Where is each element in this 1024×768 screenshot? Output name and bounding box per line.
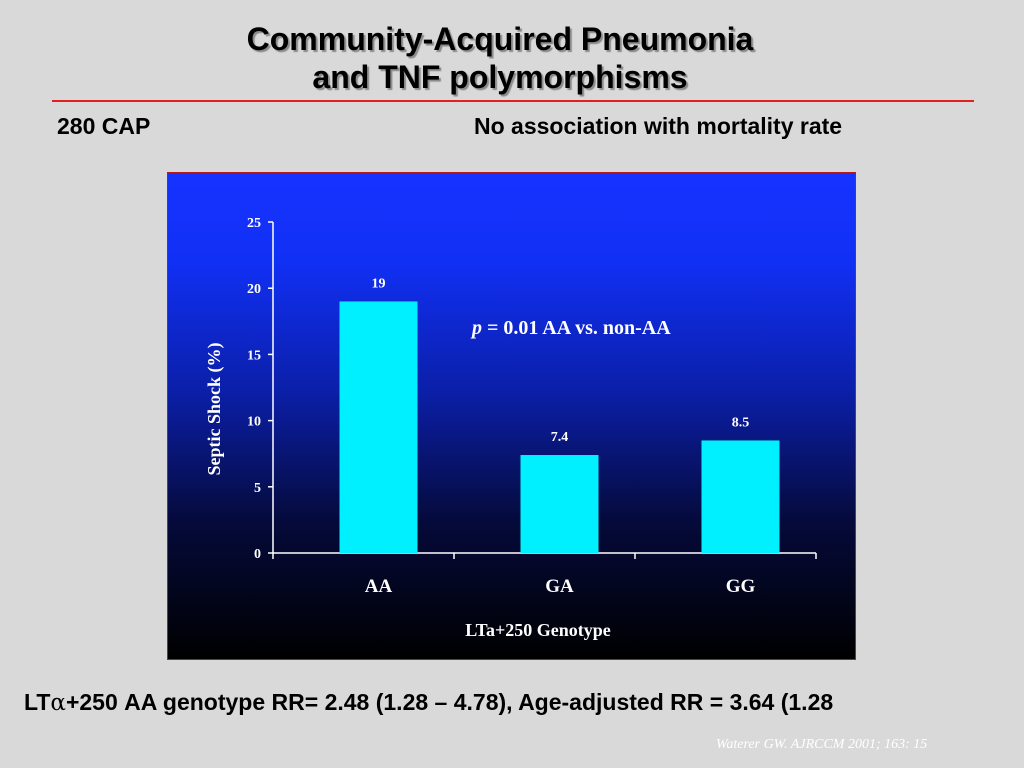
y-tick-label: 15 bbox=[247, 348, 261, 363]
y-tick-label: 25 bbox=[247, 216, 261, 231]
x-tick-label-ga: GA bbox=[545, 576, 574, 597]
x-axis-label: LTa+250 Genotype bbox=[465, 620, 610, 640]
title-line-2: and TNF polymorphisms bbox=[312, 59, 688, 95]
annotation-text: = 0.01 AA vs. non-AA bbox=[482, 317, 671, 339]
title-line-1: Community-Acquired Pneumonia bbox=[246, 21, 754, 57]
y-tick-label: 5 bbox=[254, 481, 261, 496]
y-tick-label: 10 bbox=[247, 415, 261, 430]
x-tick-label-gg: GG bbox=[726, 576, 756, 597]
alpha-symbol: α bbox=[50, 690, 66, 716]
footer-text: +250 AA genotype RR= 2.48 (1.28 – 4.78),… bbox=[65, 689, 834, 715]
data-label-aa: 19 bbox=[372, 276, 386, 291]
y-tick-label: 20 bbox=[247, 282, 261, 297]
footer-prefix: LT bbox=[24, 689, 51, 715]
subtitle-right: No association with mortality rate bbox=[474, 113, 843, 139]
bar-gg bbox=[701, 440, 780, 553]
footer-statement: LTα+250 AA genotype RR= 2.48 (1.28 – 4.7… bbox=[24, 689, 833, 716]
slide-title: Community-Acquired Pneumonia and TNF pol… bbox=[0, 20, 1000, 96]
annotation-p: p bbox=[470, 317, 482, 339]
title-divider bbox=[52, 100, 974, 102]
data-label-ga: 7.4 bbox=[551, 430, 569, 445]
bar-aa bbox=[339, 301, 418, 553]
chart-panel: 0 5 10 15 20 25 19 AA 7.4 GA 8.5 GG Septic Shock (… bbox=[167, 172, 856, 660]
bar-ga bbox=[520, 455, 599, 553]
x-tick-label-aa: AA bbox=[365, 576, 393, 597]
y-axis-label: Septic Shock (%) bbox=[204, 342, 225, 475]
data-label-gg: 8.5 bbox=[732, 415, 750, 430]
significance-annotation: p = 0.01 AA vs. non-AA bbox=[470, 317, 671, 339]
y-tick-label: 0 bbox=[254, 547, 261, 562]
citation: Waterer GW. AJRCCM 2001; 163: 15 bbox=[716, 737, 928, 752]
bar-chart: 0 5 10 15 20 25 19 AA 7.4 GA 8.5 GG Septic Shock (… bbox=[204, 216, 817, 640]
subtitle-left: 280 CAP bbox=[57, 113, 151, 139]
